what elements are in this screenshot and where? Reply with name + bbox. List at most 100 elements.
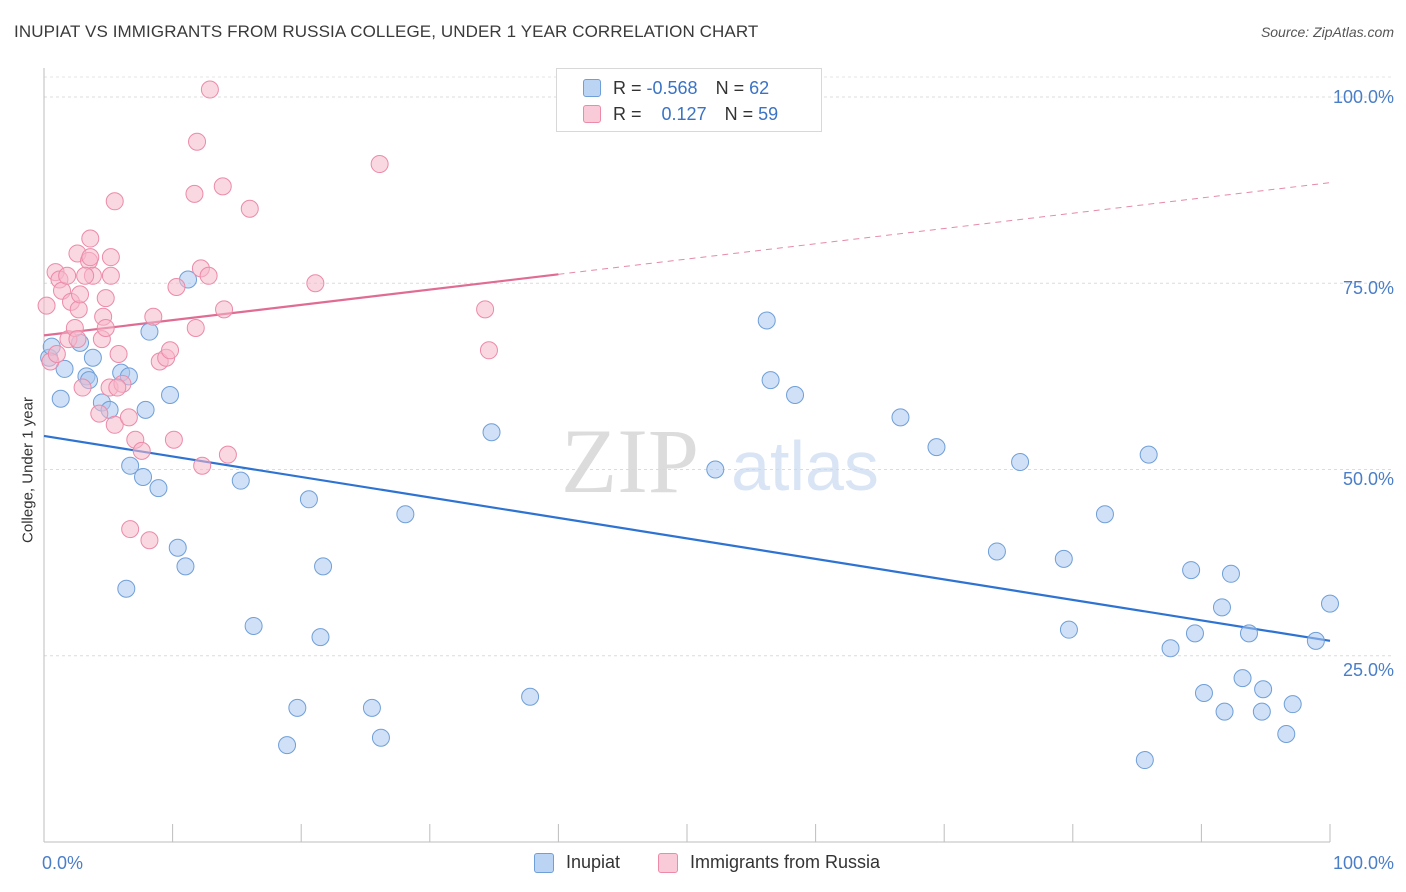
legend-r-value: -0.568 [646, 77, 698, 98]
trend-line-inupiat [43, 434, 1331, 642]
point-russia [193, 456, 212, 475]
point-inupiat [1221, 564, 1240, 583]
point-inupiat [1321, 594, 1339, 613]
point-russia [199, 266, 218, 285]
point-inupiat [371, 728, 390, 747]
point-russia [108, 378, 127, 397]
point-inupiat [1215, 702, 1234, 721]
point-inupiat [1254, 680, 1273, 699]
point-russia [185, 184, 204, 203]
point-inupiat [55, 359, 74, 378]
point-inupiat [521, 687, 540, 706]
point-russia [132, 441, 151, 460]
point-inupiat [121, 456, 140, 475]
series-swatch-russia [658, 852, 678, 873]
point-inupiat [1233, 669, 1252, 688]
point-russia [96, 318, 115, 337]
point-inupiat [231, 471, 250, 490]
legend-n-label: N = [715, 77, 745, 98]
point-russia [306, 274, 325, 293]
point-inupiat [1185, 624, 1204, 643]
series-legend-inupiat: Inupiat [534, 852, 620, 873]
point-inupiat [1277, 724, 1296, 743]
point-russia [101, 266, 120, 285]
point-russia [119, 408, 138, 427]
series-label-russia: Immigrants from Russia [690, 852, 881, 872]
watermark-atlas: atlas [731, 427, 879, 505]
legend-n-value: 62 [749, 77, 770, 98]
point-inupiat [176, 557, 195, 576]
point-inupiat [1182, 561, 1201, 580]
point-russia [69, 300, 88, 319]
legend-row-russia: R = 0.127 N = 59 [583, 103, 778, 125]
point-inupiat [891, 408, 910, 427]
y-tick-label: 50.0% [1342, 469, 1394, 489]
legend-row-inupiat: R = -0.568 N = 62 [583, 77, 769, 99]
point-russia [101, 248, 120, 267]
axes [43, 68, 1331, 843]
legend-swatch-russia [583, 105, 601, 123]
y-tick-label: 75.0% [1342, 278, 1394, 298]
point-inupiat [1135, 751, 1154, 770]
point-russia [105, 192, 124, 211]
point-russia [186, 318, 205, 337]
point-inupiat [140, 322, 159, 341]
y-tick-label: 25.0% [1342, 660, 1394, 680]
point-inupiat [149, 479, 168, 498]
point-inupiat [1011, 453, 1030, 472]
point-inupiat [136, 400, 155, 419]
point-russia [215, 300, 234, 319]
point-inupiat [987, 542, 1006, 561]
point-russia [161, 341, 180, 360]
legend-r-label: R = [613, 103, 642, 124]
legend-n-value: 59 [758, 103, 779, 124]
point-russia [479, 341, 498, 360]
point-inupiat [396, 505, 415, 524]
point-inupiat [1306, 631, 1325, 650]
point-russia [73, 378, 92, 397]
series-label-inupiat: Inupiat [566, 852, 621, 872]
point-inupiat [83, 348, 102, 367]
point-inupiat [1095, 505, 1114, 524]
legend-r-value: 0.127 [661, 103, 707, 124]
point-russia [81, 248, 100, 267]
chart-title: INUPIAT VS IMMIGRANTS FROM RUSSIA COLLEG… [14, 22, 759, 41]
point-russia [68, 330, 87, 349]
trend-line-russia [43, 273, 559, 337]
point-russia [164, 430, 183, 449]
point-inupiat [1161, 639, 1180, 658]
y-tick-label: 100.0% [1332, 87, 1394, 107]
source-label: Source: ZipAtlas.com [1260, 24, 1394, 40]
series-legend-russia: Immigrants from Russia [658, 852, 880, 873]
point-russia [71, 285, 90, 304]
point-russia [81, 229, 100, 248]
point-russia [240, 199, 259, 218]
point-inupiat [1212, 598, 1231, 617]
point-russia [188, 132, 207, 151]
point-inupiat [761, 371, 780, 390]
point-inupiat [927, 438, 946, 457]
point-russia [109, 345, 128, 364]
trend-lines [43, 182, 1331, 642]
point-inupiat [51, 389, 70, 408]
point-russia [58, 266, 77, 285]
point-russia [144, 307, 163, 326]
point-inupiat [117, 579, 136, 598]
point-inupiat [288, 698, 307, 717]
point-inupiat [482, 423, 501, 442]
point-russia [200, 80, 219, 99]
point-russia [218, 445, 237, 464]
point-inupiat [134, 467, 153, 486]
point-russia [37, 296, 56, 315]
x-tick-label-left: 0.0% [42, 853, 84, 873]
data-points [37, 80, 1339, 770]
point-russia [47, 345, 66, 364]
series-legend: Inupiat Immigrants from Russia [0, 852, 1406, 878]
point-inupiat [1252, 702, 1271, 721]
point-inupiat [168, 538, 187, 557]
point-russia [213, 177, 232, 196]
point-inupiat [1059, 620, 1078, 639]
legend-n-label: N = [724, 103, 754, 124]
point-inupiat [244, 616, 263, 635]
